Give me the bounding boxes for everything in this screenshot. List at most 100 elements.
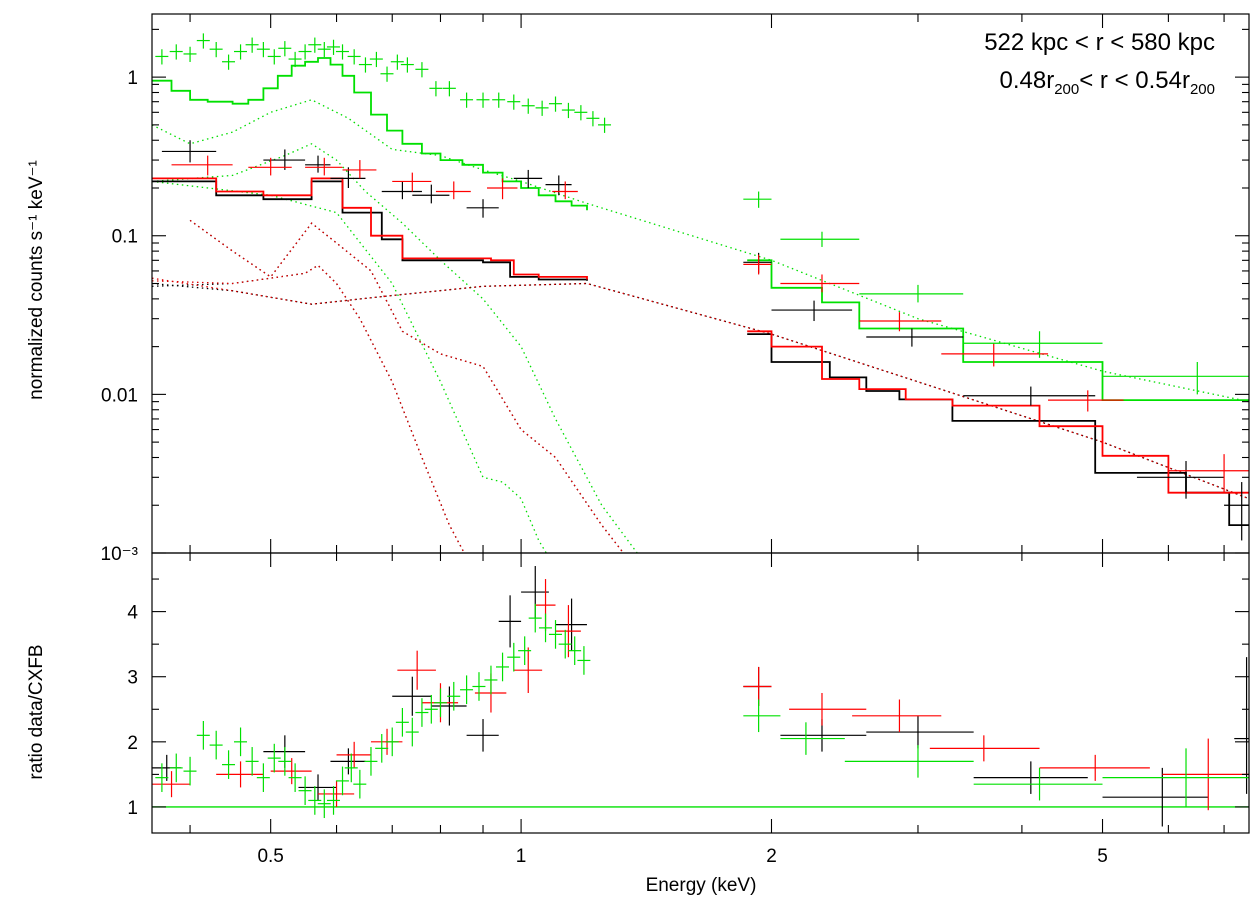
ratio-point [538,613,552,643]
data-point [866,328,964,347]
data-point [390,54,404,70]
x-tick-label: 0.5 [257,846,283,867]
x-tick-label: 1 [516,846,527,867]
ratio-point [318,780,355,807]
data-point [545,175,572,196]
ratio-plot-frame [151,552,1250,834]
ratio-point [245,747,259,776]
data-point [169,44,183,60]
ratio-point [415,698,429,727]
data-point [305,157,343,176]
y-tick-label: 1 [127,68,138,89]
data-point [196,33,210,49]
data-point [743,191,772,208]
ratio-point [1039,754,1150,781]
model-dotted-line [152,282,1249,500]
ratio-point [1234,657,1249,794]
ratio-point [385,727,399,757]
radius-range-label: 522 kpc < r < 580 kpc [984,29,1215,56]
data-point [412,184,450,204]
ratio-point [498,595,522,648]
data-point [466,199,499,218]
ratio-panel: 0.5 1 2 5 1 2 3 4 ratio data/CXFB Energy (keV) [26,552,1250,896]
data-point [435,181,471,200]
data-point [507,94,521,110]
data-point [1048,390,1124,412]
ratio-point [267,743,281,773]
ratio-point [353,769,367,799]
data-point [358,57,372,73]
ratio-point [326,786,340,815]
data-point [298,44,312,60]
ratio-point [460,675,474,705]
ratio-point [183,756,197,786]
data-point [552,181,578,200]
model-dotted-line [152,277,1249,500]
ratio-axis-ticks: 0.5 1 2 5 1 2 3 4 [127,553,1249,867]
ratio-point [472,672,486,701]
data-point [476,92,490,108]
model-step-line [152,177,588,280]
data-point [535,100,549,116]
ratio-point [555,605,581,658]
spectrum-y-axis-title: normalized counts s⁻¹ keV⁻¹ [26,160,47,400]
ratio-point [335,766,349,796]
data-point [487,178,518,200]
data-point [305,155,331,173]
data-point [1102,361,1249,395]
data-point [155,49,169,65]
data-point [233,44,247,60]
data-point [256,42,270,58]
data-point [771,300,853,322]
model-dotted-line [152,264,465,553]
ratio-point [288,763,302,792]
model-dotted-line [189,219,625,553]
ratio-point [364,747,378,776]
data-point [429,81,443,97]
ratio-point [336,741,371,768]
y-tick-label: 0.1 [112,227,138,248]
data-point [267,49,281,65]
data-point [245,37,259,53]
data-point [248,157,292,176]
data-point [347,49,361,65]
data-point [521,98,535,114]
ratio-point [780,719,867,752]
y-tick-label: 2 [127,733,138,754]
ratio-point [929,735,1040,762]
spectrum-axis-ticks: 1 0.1 0.01 10⁻³ [101,14,1249,565]
ratio-point [298,776,312,805]
data-point [183,46,197,62]
data-point [161,140,217,163]
data-point [392,172,432,192]
data-point [171,155,233,176]
data-point [460,92,474,108]
ratio-point [973,767,1103,801]
ratio-point [447,681,461,711]
data-point [492,92,506,108]
ratio-point [330,748,366,775]
data-point [400,57,414,73]
data-point [963,331,1103,358]
ratio-point [866,715,974,749]
data-point [335,44,349,60]
y-tick-label: 1 [127,798,138,819]
data-point [561,102,575,119]
ratio-point [196,721,210,750]
ratio-point [466,719,499,752]
ratio-series-layer [152,566,1249,827]
x-tick-label: 5 [1097,846,1108,867]
data-point [743,254,772,275]
ratio-point [298,774,337,801]
ratio-point [558,629,572,659]
ratio-point [375,734,389,763]
data-point [380,66,394,82]
data-point [743,252,772,274]
ratio-point [222,750,236,779]
model-dotted-line [152,99,1249,403]
ratio-point [548,620,562,649]
data-point [859,312,942,332]
data-point [1168,454,1249,493]
data-point [308,37,322,53]
y-tick-label: 0.01 [101,385,138,406]
